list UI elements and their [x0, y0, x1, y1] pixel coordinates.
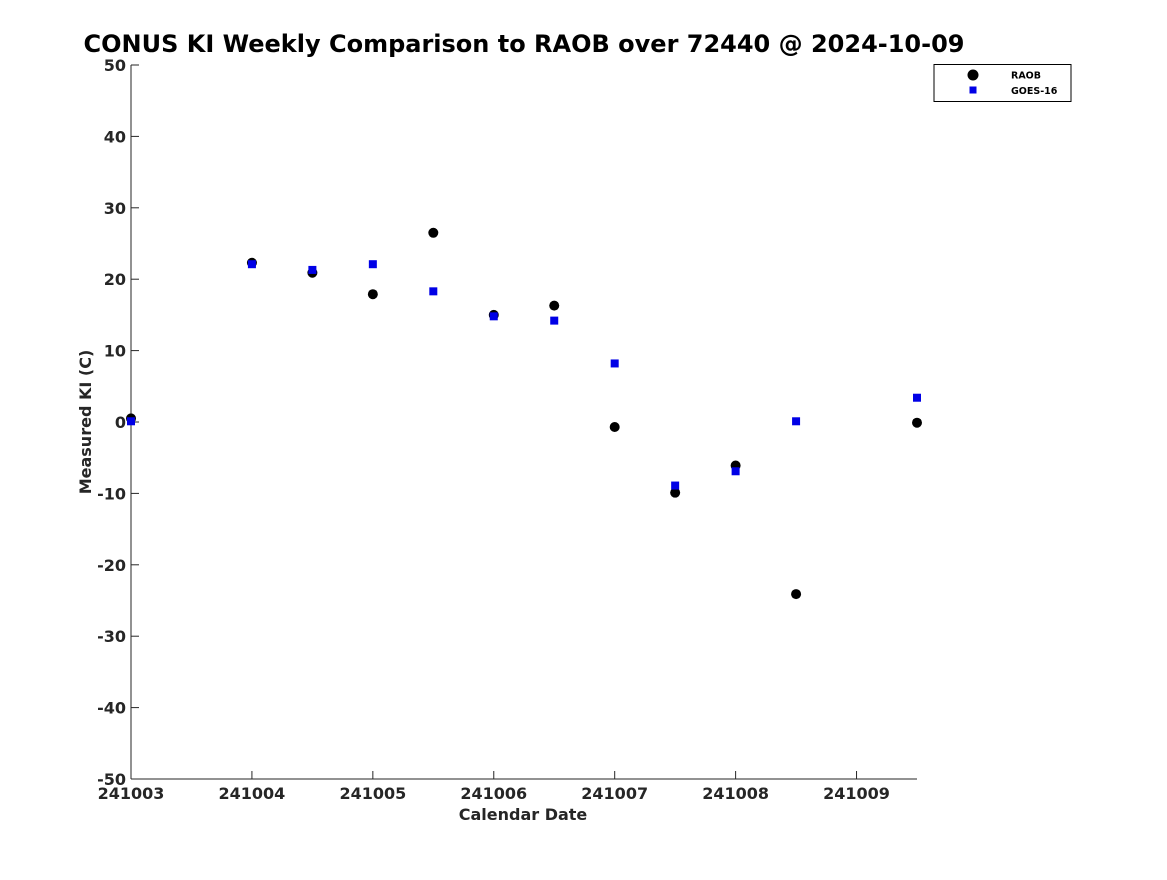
y-tick-label: -10: [97, 484, 126, 503]
point-goes16: [368, 260, 377, 269]
y-tick-label: -40: [97, 699, 126, 718]
point-goes16: [913, 393, 921, 402]
point-raob: [912, 417, 922, 428]
point-goes16: [610, 359, 619, 368]
x-tick-label: 241003: [98, 784, 165, 803]
point-goes16: [308, 265, 317, 274]
y-tick-label: -30: [97, 627, 126, 646]
point-raob: [428, 227, 439, 238]
point-goes16: [671, 481, 680, 490]
x-tick-label: 241009: [823, 784, 890, 803]
x-axis-label: Calendar Date: [459, 805, 588, 824]
y-tick-label: 40: [104, 127, 126, 146]
series-raob: [126, 227, 922, 600]
x-tick-label: 241005: [339, 784, 406, 803]
x-axis-ticks: 241003 241004 241005 241006 241007 241008 2410…: [98, 771, 890, 803]
y-tick-label: -20: [97, 556, 126, 575]
legend-marker-raob: [967, 69, 979, 81]
legend-box: [933, 64, 1072, 102]
point-goes16: [247, 260, 256, 269]
y-tick-label: 30: [104, 199, 126, 218]
y-tick-label: 20: [104, 270, 126, 289]
y-axis-label: Measured KI (C): [76, 350, 95, 495]
legend-marker-goes16: [969, 86, 977, 94]
chart-title: CONUS KI Weekly Comparison to RAOB over …: [84, 30, 965, 58]
legend: RAOB GOES-16: [933, 64, 1072, 102]
series-goes16: [127, 260, 921, 490]
point-raob: [367, 289, 378, 300]
point-goes16: [731, 467, 740, 476]
point-raob: [791, 589, 802, 600]
point-goes16: [127, 417, 135, 426]
legend-label-goes16: GOES-16: [1011, 86, 1058, 97]
legend-label-raob: RAOB: [1011, 71, 1041, 82]
y-tick-label: 50: [104, 56, 126, 75]
point-goes16: [429, 287, 438, 296]
x-tick-label: 241007: [581, 784, 648, 803]
point-raob: [549, 300, 560, 311]
series-layer: [126, 227, 922, 600]
point-goes16: [489, 312, 498, 321]
x-tick-label: 241004: [219, 784, 286, 803]
y-tick-label: 0: [115, 413, 126, 432]
point-raob: [670, 487, 681, 498]
y-tick-label: 10: [104, 342, 126, 361]
x-tick-label: 241008: [702, 784, 769, 803]
x-tick-label: 241006: [460, 784, 527, 803]
point-goes16: [550, 316, 559, 325]
point-goes16: [792, 417, 801, 426]
point-raob: [609, 421, 620, 432]
y-axis-ticks: 50 40 30 20 10 0 -10 -20 -30 -40 -50: [97, 56, 139, 789]
y-tick-label: -50: [97, 770, 126, 789]
